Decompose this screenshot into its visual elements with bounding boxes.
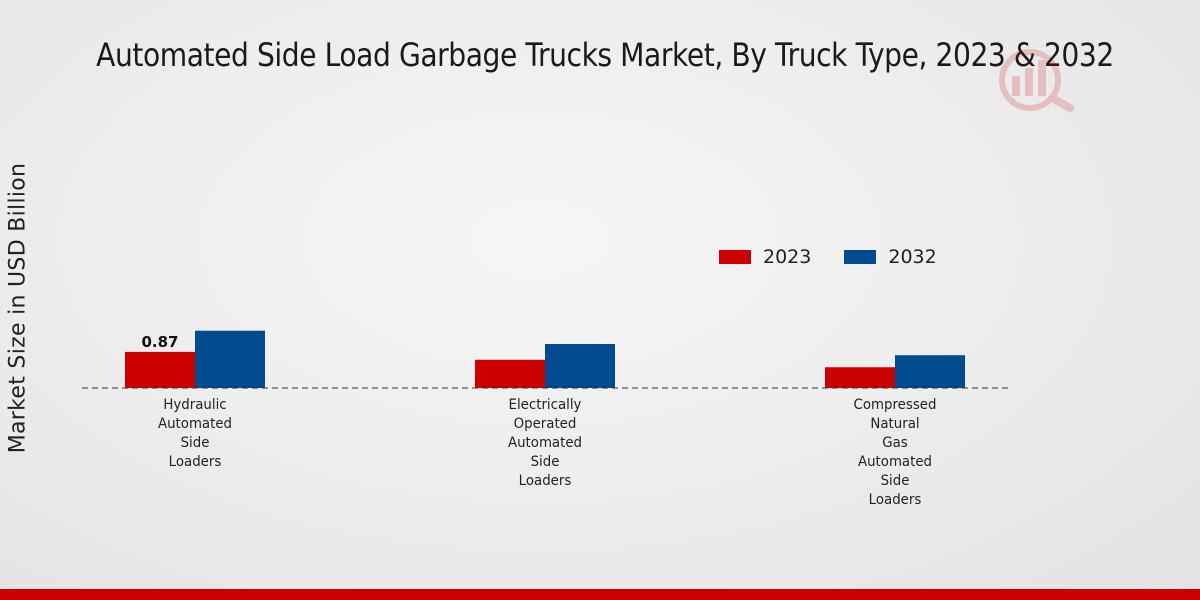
bar-electrically-operated-2023 — [475, 359, 545, 388]
legend-swatch-2032 — [844, 250, 877, 264]
bar-hydraulic-2032 — [195, 330, 265, 388]
legend-swatch-2023 — [719, 250, 751, 264]
bar-cng-2023 — [825, 367, 895, 388]
legend-label-2032: 2032 — [888, 246, 937, 268]
legend-item-2023: 2023 — [719, 246, 811, 268]
bar-cng-2032 — [895, 355, 965, 388]
legend: 2023 2032 — [719, 246, 970, 268]
legend-label-2023: 2023 — [763, 246, 812, 268]
bar-hydraulic-2023 — [125, 351, 195, 388]
category-label-cng: Compressed Natural Gas Automated Side Lo… — [853, 397, 937, 508]
watermark-logo-icon — [999, 49, 1074, 112]
data-label-hydraulic-2023: 0.87 — [141, 332, 179, 351]
bar-electrically-operated-2032 — [545, 344, 615, 388]
bottom-accent-bar — [0, 589, 1200, 600]
category-label-hydraulic: Hydraulic Automated Side Loaders — [157, 397, 233, 470]
chart-title: Automated Side Load Garbage Trucks Marke… — [96, 36, 1114, 74]
bars-group — [125, 330, 965, 388]
legend-item-2032: 2032 — [844, 246, 937, 268]
category-label-electrically-operated: Electrically Operated Automated Side Loa… — [507, 397, 583, 489]
